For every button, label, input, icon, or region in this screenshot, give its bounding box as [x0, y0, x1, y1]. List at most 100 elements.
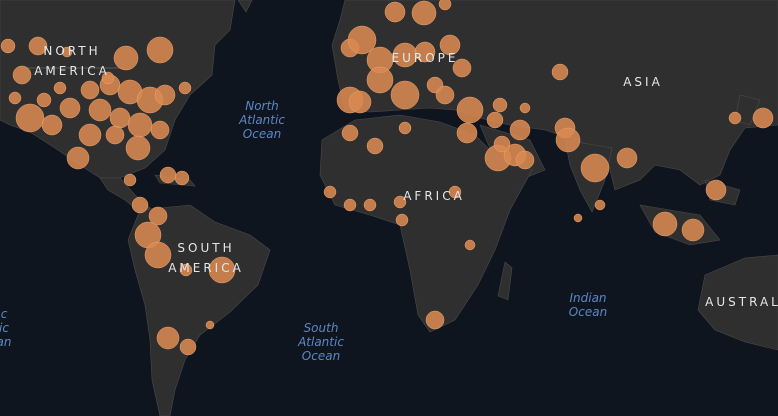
case-bubble: [519, 102, 531, 114]
case-bubble: [144, 241, 172, 269]
case-bubble: [36, 92, 52, 108]
case-bubble: [594, 199, 606, 211]
case-bubble: [131, 196, 149, 214]
case-bubble: [363, 198, 377, 212]
case-bubble: [384, 1, 406, 23]
ocean-label: Ocean: [302, 349, 340, 363]
case-bubble: [88, 98, 112, 122]
case-bubble: [705, 179, 727, 201]
case-bubble: [616, 147, 638, 169]
case-bubble: [448, 185, 462, 199]
case-bubble: [515, 150, 535, 170]
case-bubble: [123, 173, 137, 187]
case-bubble: [174, 170, 190, 186]
case-bubbles: [0, 0, 774, 356]
case-bubble: [439, 34, 461, 56]
ocean-label: Atlantic: [297, 335, 344, 349]
greenland: [237, 0, 253, 13]
case-bubble: [125, 135, 151, 161]
case-bubble: [341, 124, 359, 142]
case-bubble: [146, 36, 174, 64]
ocean-label: Indian: [569, 291, 606, 305]
case-bubble: [398, 121, 412, 135]
region-label: SOUTH: [177, 241, 234, 255]
case-bubble: [573, 213, 583, 223]
case-bubble: [156, 326, 180, 350]
ocean-label: Atlantic: [238, 113, 285, 127]
case-bubble: [509, 119, 531, 141]
case-bubble: [8, 91, 22, 105]
case-bubble: [59, 97, 81, 119]
case-bubble: [53, 81, 67, 95]
case-bubble: [179, 338, 197, 356]
case-bubble: [728, 111, 742, 125]
labels: NORTH AMERICA EUROPE ASIA AFRICA SOUTH AMERICA…: [0, 44, 778, 363]
case-bubble: [486, 111, 504, 129]
australia: [697, 254, 778, 351]
case-bubble: [150, 120, 170, 140]
japan: [734, 94, 761, 126]
region-label: EUROPE: [392, 51, 459, 65]
case-bubble: [580, 153, 610, 183]
case-bubble: [0, 38, 16, 54]
case-bubble: [109, 107, 131, 129]
case-bubble: [66, 146, 90, 170]
case-bubble: [178, 81, 192, 95]
region-label: AUSTRAL: [705, 295, 778, 309]
case-bubble: [159, 166, 177, 184]
africa: [319, 114, 533, 333]
case-bubble: [154, 84, 176, 106]
case-bubble: [366, 66, 394, 94]
ocean-label: North: [245, 99, 279, 113]
case-bubble: [348, 90, 372, 114]
region-label: AMERICA: [34, 64, 110, 78]
case-bubble: [323, 185, 337, 199]
region-label: NORTH: [43, 44, 100, 58]
case-bubble: [492, 97, 508, 113]
case-bubble: [15, 103, 45, 133]
case-bubble: [456, 96, 484, 124]
case-bubble: [464, 239, 476, 251]
case-bubble: [105, 125, 125, 145]
case-bubble: [390, 80, 420, 110]
case-bubble: [205, 320, 215, 330]
case-bubble: [101, 71, 115, 85]
madagascar: [497, 261, 513, 301]
case-bubble: [78, 123, 102, 147]
case-bubble: [493, 135, 511, 153]
case-bubble: [61, 46, 73, 58]
case-bubble: [752, 107, 774, 129]
ocean-label: ic: [0, 321, 9, 335]
case-bubble: [452, 58, 472, 78]
case-bubble: [456, 122, 478, 144]
case-bubble: [113, 45, 139, 71]
case-bubble: [28, 36, 48, 56]
ocean-label: c: [1, 307, 8, 321]
case-bubble: [435, 85, 455, 105]
case-bubble: [652, 211, 678, 237]
case-bubble: [12, 65, 32, 85]
region-label: AFRICA: [403, 189, 465, 203]
case-bubble: [414, 41, 436, 63]
region-label: AMERICA: [168, 261, 244, 275]
case-bubble: [127, 112, 153, 138]
case-bubble: [148, 206, 168, 226]
case-bubble: [555, 127, 581, 153]
ocean-label: Ocean: [569, 305, 607, 319]
case-bubble: [343, 198, 357, 212]
case-bubble: [425, 310, 445, 330]
region-label: ASIA: [623, 75, 663, 89]
case-bubble: [438, 0, 452, 11]
case-bubble: [551, 63, 569, 81]
case-bubble: [681, 218, 705, 242]
ocean-label: South: [304, 321, 339, 335]
case-bubble: [41, 114, 63, 136]
case-bubble: [80, 80, 100, 100]
case-bubble: [347, 25, 377, 55]
case-bubble: [366, 137, 384, 155]
case-bubble: [395, 213, 409, 227]
case-bubble: [393, 195, 407, 209]
case-bubble: [208, 256, 236, 284]
